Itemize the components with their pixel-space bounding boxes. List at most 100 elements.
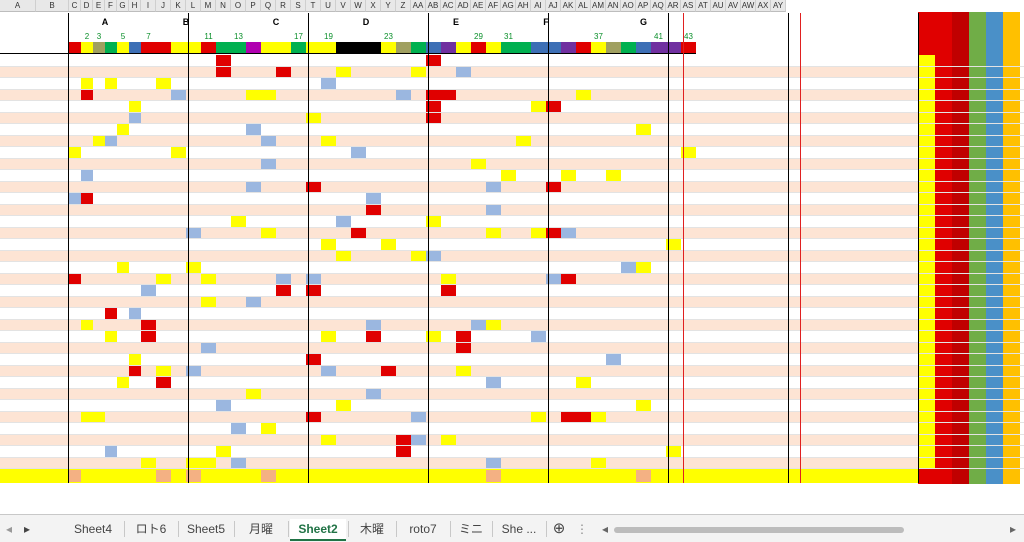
count-cell[interactable] [918, 250, 935, 262]
number-header-cell[interactable] [411, 42, 426, 54]
number-cell[interactable] [117, 377, 129, 389]
number-cell[interactable] [129, 354, 141, 366]
number-cell[interactable] [156, 78, 171, 90]
number-cell[interactable] [129, 308, 141, 320]
number-header-cell[interactable] [216, 42, 231, 54]
column-header[interactable]: AE [471, 0, 486, 12]
hint-number[interactable]: 23 [384, 32, 393, 41]
count-cell[interactable] [918, 181, 935, 193]
count-cell[interactable] [918, 101, 935, 113]
number-cell[interactable] [591, 411, 606, 423]
column-header[interactable]: G [117, 0, 129, 12]
number-cell[interactable] [366, 331, 381, 343]
number-cell[interactable] [591, 457, 606, 469]
number-cell[interactable] [81, 89, 93, 101]
number-header-cell[interactable] [336, 42, 351, 54]
number-header-cell[interactable] [396, 42, 411, 54]
number-cell[interactable] [606, 170, 621, 182]
number-header-cell[interactable] [591, 42, 606, 54]
hint-number[interactable]: 19 [324, 32, 333, 41]
number-cell[interactable] [129, 365, 141, 377]
number-cell[interactable] [381, 239, 396, 251]
number-cell[interactable] [156, 273, 171, 285]
column-header[interactable]: AP [636, 0, 651, 12]
number-cell[interactable] [576, 377, 591, 389]
count-cell[interactable] [918, 216, 935, 228]
column-header[interactable]: B [36, 0, 69, 12]
number-header-cell[interactable] [621, 42, 636, 54]
number-cell[interactable] [306, 354, 321, 366]
number-cell[interactable] [186, 227, 201, 239]
number-header-cell[interactable] [531, 42, 546, 54]
summary-number[interactable] [486, 470, 501, 482]
number-cell[interactable] [216, 400, 231, 412]
number-cell[interactable] [156, 377, 171, 389]
number-cell[interactable] [546, 181, 561, 193]
horizontal-scrollbar-thumb[interactable] [614, 527, 904, 533]
number-cell[interactable] [306, 181, 321, 193]
number-cell[interactable] [216, 66, 231, 78]
add-sheet-icon[interactable]: ⊕ [552, 520, 566, 537]
number-cell[interactable] [81, 193, 93, 205]
count-cell[interactable] [918, 135, 935, 147]
group-label[interactable]: F [543, 17, 549, 27]
number-header-cell[interactable] [471, 42, 486, 54]
number-cell[interactable] [486, 204, 501, 216]
count-cell[interactable] [918, 227, 935, 239]
number-cell[interactable] [105, 446, 117, 458]
number-cell[interactable] [261, 227, 276, 239]
number-header-cell[interactable] [93, 42, 105, 54]
number-cell[interactable] [441, 273, 456, 285]
count-cell[interactable] [918, 78, 935, 90]
number-header-cell[interactable] [681, 42, 696, 54]
count-cell[interactable] [918, 434, 935, 446]
number-cell[interactable] [93, 135, 105, 147]
column-header[interactable]: K [171, 0, 186, 12]
number-cell[interactable] [396, 434, 411, 446]
number-cell[interactable] [411, 250, 426, 262]
number-cell[interactable] [411, 434, 426, 446]
number-cell[interactable] [81, 411, 93, 423]
summary-number[interactable] [156, 470, 171, 482]
number-header-cell[interactable] [546, 42, 561, 54]
column-header[interactable]: A [0, 0, 36, 12]
number-cell[interactable] [201, 296, 216, 308]
count-cell[interactable] [918, 377, 935, 389]
column-header[interactable]: I [141, 0, 156, 12]
column-header[interactable]: P [246, 0, 261, 12]
column-header[interactable]: AN [606, 0, 621, 12]
number-cell[interactable] [141, 457, 156, 469]
number-cell[interactable] [81, 319, 93, 331]
count-cell[interactable] [918, 204, 935, 216]
column-header[interactable]: S [291, 0, 306, 12]
column-header[interactable]: J [156, 0, 171, 12]
number-header-cell[interactable] [666, 42, 681, 54]
group-label[interactable]: G [639, 17, 647, 27]
number-header-cell[interactable] [261, 42, 276, 54]
number-header-cell[interactable] [291, 42, 306, 54]
number-cell[interactable] [93, 411, 105, 423]
summary-number[interactable] [516, 470, 531, 482]
number-cell[interactable] [546, 273, 561, 285]
column-header[interactable]: AK [561, 0, 576, 12]
number-header-cell[interactable] [561, 42, 576, 54]
number-cell[interactable] [366, 204, 381, 216]
column-header[interactable]: C [69, 0, 81, 12]
number-cell[interactable] [546, 227, 561, 239]
count-cell[interactable] [918, 457, 935, 469]
number-cell[interactable] [636, 262, 651, 274]
summary-number[interactable] [201, 470, 216, 482]
stat-header-seven[interactable] [1003, 17, 1020, 27]
number-cell[interactable] [306, 112, 321, 124]
number-cell[interactable] [561, 170, 576, 182]
date-header[interactable] [0, 42, 36, 54]
number-header-cell[interactable] [246, 42, 261, 54]
summary-number[interactable] [621, 470, 636, 482]
sheet-tab[interactable]: Sheet2 [290, 519, 346, 541]
number-cell[interactable] [576, 411, 591, 423]
column-header[interactable]: AA [411, 0, 426, 12]
column-header[interactable]: Z [396, 0, 411, 12]
number-cell[interactable] [366, 193, 381, 205]
number-cell[interactable] [486, 227, 501, 239]
summary-number[interactable] [105, 470, 117, 482]
